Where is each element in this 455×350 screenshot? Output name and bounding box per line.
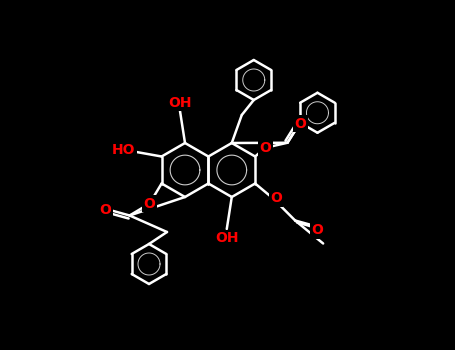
Text: O: O xyxy=(259,141,271,155)
Text: OH: OH xyxy=(215,231,238,245)
Text: O: O xyxy=(100,203,111,217)
Text: HO: HO xyxy=(112,142,136,156)
Text: O: O xyxy=(311,224,323,238)
Text: O: O xyxy=(144,196,156,210)
Text: O: O xyxy=(270,191,282,205)
Text: OH: OH xyxy=(168,96,192,110)
Text: O: O xyxy=(294,117,306,131)
